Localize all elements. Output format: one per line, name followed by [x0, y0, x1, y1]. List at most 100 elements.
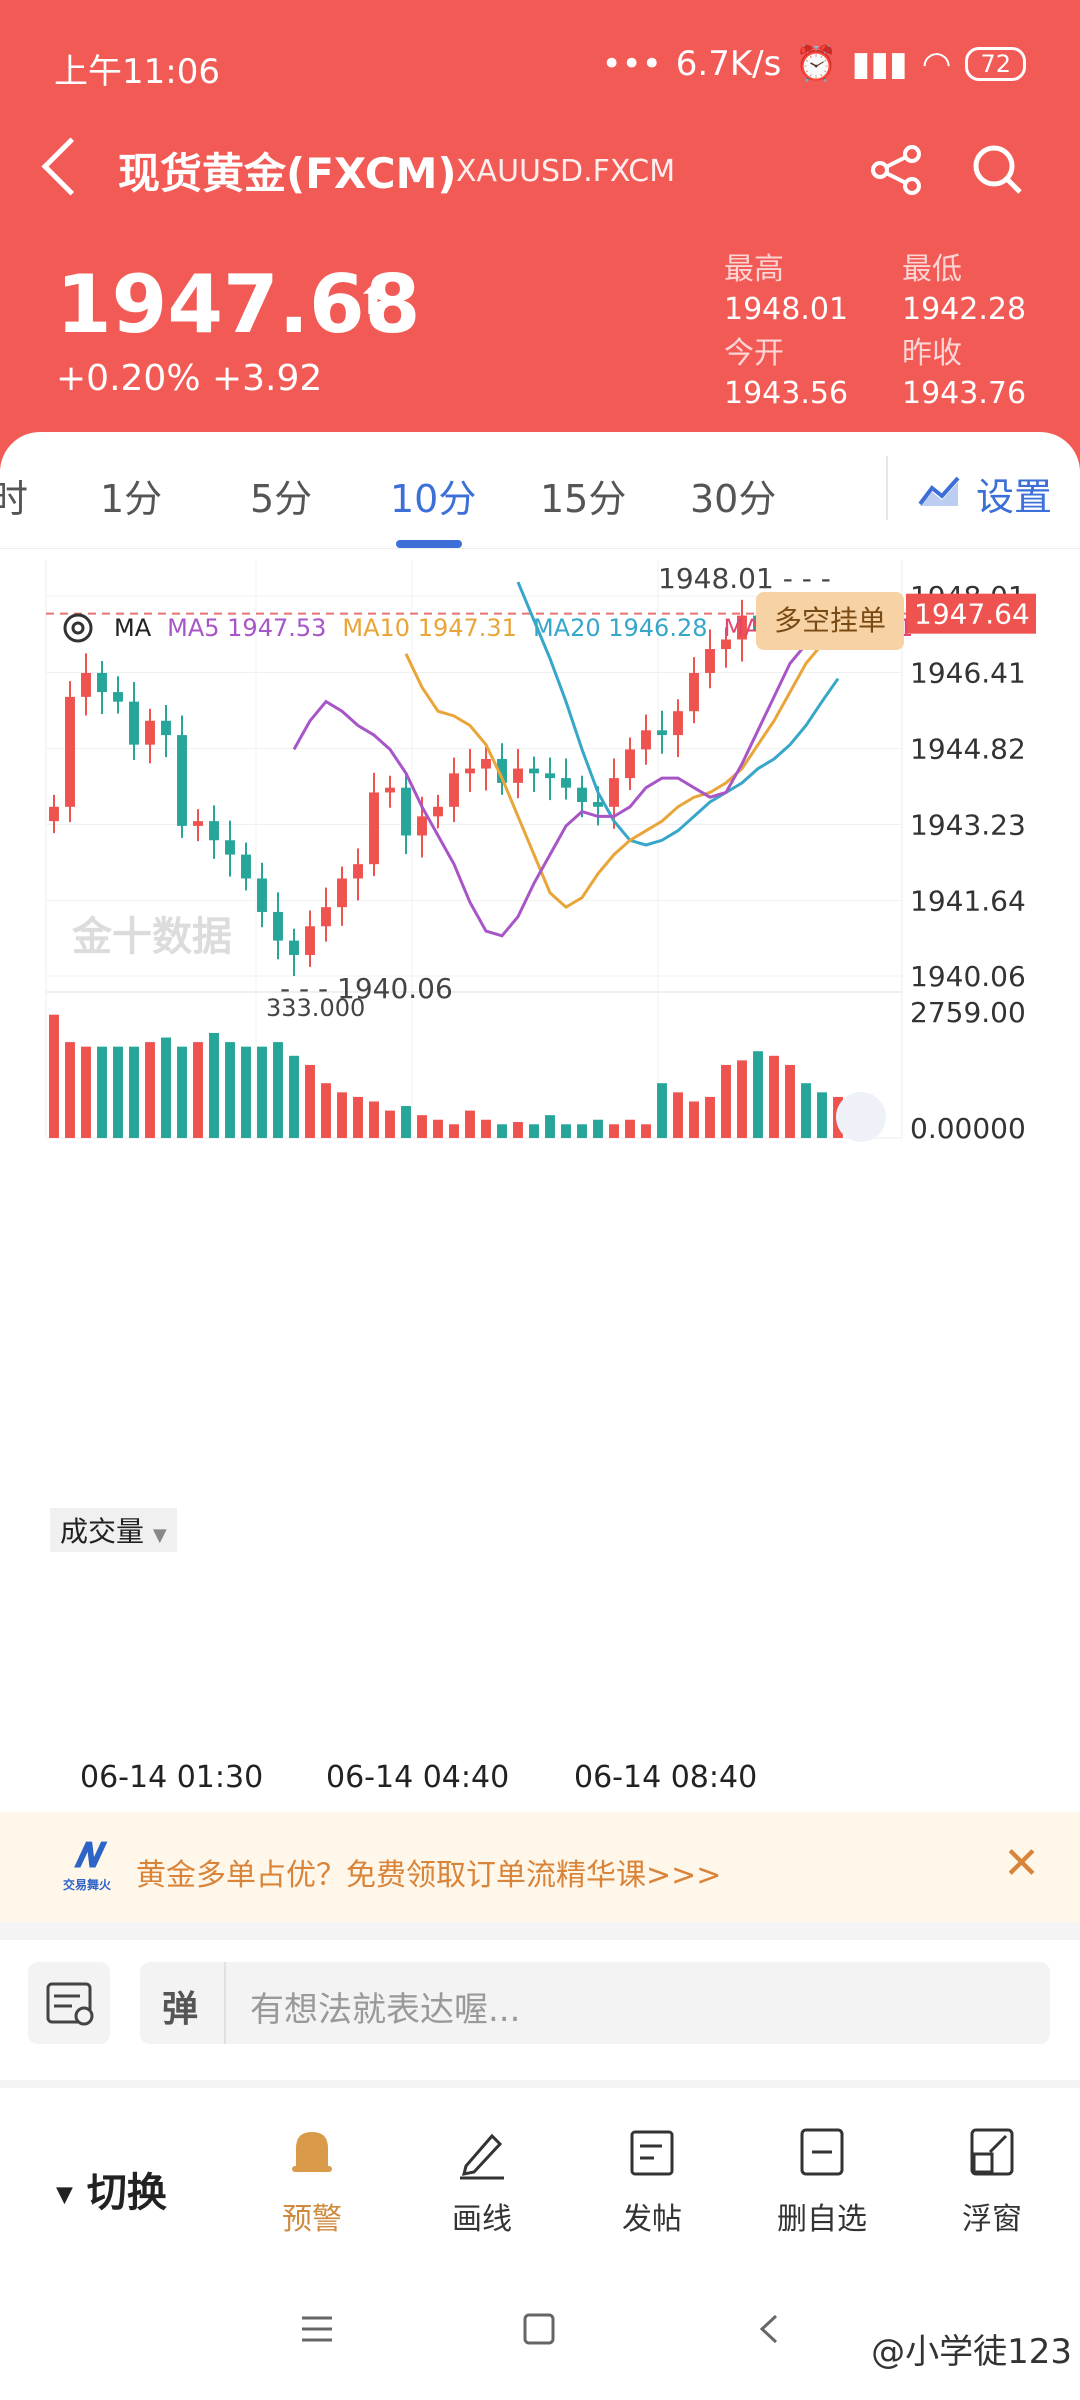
post-edit-button[interactable]: [28, 1962, 110, 2044]
volume-bar: [433, 1119, 443, 1138]
candle-body: [657, 730, 667, 736]
volume-bar: [737, 1060, 747, 1138]
tab-5min[interactable]: 5分: [250, 477, 313, 521]
candle-body: [721, 639, 731, 650]
price-tick-label: 1940.06: [910, 960, 1026, 993]
page-title: 现货黄金(FXCM): [118, 149, 457, 198]
candle-body: [561, 778, 571, 788]
candle-body: [129, 701, 139, 745]
candle-body: [321, 907, 331, 927]
switch-button[interactable]: ▼ 切换: [56, 2170, 167, 2216]
volume-max-label: 333.000: [266, 994, 365, 1022]
status-icons: ••• 6.7K/s ⏰ ▮▮▮ ◠ 72: [602, 44, 1026, 84]
compose-icon: [630, 2130, 674, 2176]
volume-bar: [625, 1119, 635, 1138]
volume-indicator-selector[interactable]: 成交量 ▼: [50, 1508, 177, 1552]
candle-body: [225, 840, 235, 855]
candle-body: [337, 878, 347, 908]
volume-bar: [49, 1014, 59, 1138]
ma20-line: [516, 581, 840, 847]
float-window-icon: [970, 2128, 1014, 2176]
promo-text[interactable]: 黄金多单占优？免费领取订单流精华课>>>: [136, 1858, 722, 1893]
volume-bar: [241, 1046, 251, 1138]
input-divider: [224, 1962, 226, 2044]
settings-button[interactable]: 设置: [976, 475, 1053, 519]
candle-body: [641, 730, 651, 750]
float-window-button[interactable]: 浮窗: [932, 2124, 1052, 2238]
close-icon[interactable]: ✕: [1003, 1838, 1040, 1889]
comment-input[interactable]: 弹 有想法就表达喔...: [140, 1962, 1050, 2044]
volume-bar: [145, 1042, 155, 1138]
volume-bar: [225, 1042, 235, 1138]
chart-setting-icon[interactable]: [918, 474, 962, 508]
danmaku-icon[interactable]: 弹: [162, 1989, 199, 2030]
candle-body: [305, 926, 315, 955]
candle-body: [385, 787, 395, 793]
gear-icon[interactable]: [58, 608, 98, 648]
back-icon[interactable]: [41, 137, 100, 196]
tab-30min[interactable]: 30分: [690, 477, 777, 521]
back-nav-icon[interactable]: [752, 2312, 786, 2346]
candle-body: [113, 692, 123, 702]
volume-bar: [209, 1032, 219, 1138]
wifi-icon: ◠: [921, 44, 952, 84]
volume-bar: [337, 1092, 347, 1138]
candle-body: [145, 720, 155, 745]
status-time: 上午11:06: [54, 52, 220, 92]
price-change: +0.20% +3.92: [56, 358, 323, 399]
symbol-code: XAUUSD.FXCM: [456, 154, 676, 189]
volume-bar: [785, 1064, 795, 1138]
candle-body: [353, 864, 363, 879]
chart-watermark: 金十数据: [71, 914, 232, 960]
candle-body: [545, 773, 555, 779]
quote-header: 上午11:06 ••• 6.7K/s ⏰ ▮▮▮ ◠ 72 现货黄金(FXCM)…: [0, 0, 1080, 470]
alert-button[interactable]: 预警: [252, 2124, 372, 2238]
fullscreen-icon[interactable]: [836, 1092, 886, 1142]
volume-tick-label: 2759.00: [910, 996, 1026, 1029]
tab-time[interactable]: 时: [0, 477, 29, 521]
volume-bar: [449, 1124, 459, 1138]
candle-body: [705, 649, 715, 673]
candle-body: [209, 821, 219, 841]
candle-body: [465, 768, 475, 774]
menu-icon[interactable]: [300, 2312, 334, 2346]
promo-banner[interactable]: 𝑵 交易舞火 黄金多单占优？免费领取订单流精华课>>> ✕: [0, 1812, 1080, 1922]
candle-body: [257, 878, 267, 912]
tab-10min[interactable]: 10分: [390, 477, 477, 521]
candle-body: [65, 696, 75, 807]
user-watermark: @小学徒123: [871, 2332, 1072, 2372]
tab-15min[interactable]: 15分: [540, 477, 627, 521]
pending-order-button[interactable]: 多空挂单: [756, 592, 904, 650]
volume-bar: [113, 1046, 123, 1138]
period-tabs: 时 1分 5分 10分 15分 30分 设置: [0, 432, 1080, 549]
candle-body: [481, 758, 491, 769]
volume-bar: [369, 1101, 379, 1138]
draw-line-button[interactable]: 画线: [422, 2124, 542, 2238]
volume-tick-label: 0.00000: [910, 1112, 1026, 1145]
volume-title: 成交量: [60, 1515, 145, 1548]
edit-note-icon: [46, 1982, 94, 2026]
volume-bar: [417, 1115, 427, 1138]
volume-bar: [593, 1119, 603, 1138]
title-bar: 现货黄金(FXCM) XAUUSD.FXCM: [0, 132, 1080, 212]
home-icon[interactable]: [522, 2312, 556, 2346]
stat-prev-close: 昨收 1943.76: [902, 336, 1027, 411]
volume-bar: [561, 1124, 571, 1138]
share-icon[interactable]: [868, 142, 924, 198]
tab-1min[interactable]: 1分: [100, 477, 163, 521]
post-button[interactable]: 发帖: [592, 2124, 712, 2238]
candle-body: [241, 854, 251, 879]
candle-body: [97, 672, 107, 693]
remove-watchlist-button[interactable]: 删自选: [762, 2124, 882, 2238]
candle-body: [497, 758, 507, 783]
volume-bar: [385, 1110, 395, 1138]
candle-body: [529, 768, 539, 774]
kline-chart[interactable]: 1948.011946.411944.821943.231941.641940.…: [0, 560, 1080, 1760]
stat-open: 今开 1943.56: [724, 336, 849, 411]
search-icon[interactable]: [970, 142, 1026, 198]
candle-body: [401, 787, 411, 836]
stat-low: 最低 1942.28: [902, 252, 1027, 327]
current-price-tag: [906, 593, 1036, 634]
volume-bar: [689, 1101, 699, 1138]
volume-bar: [305, 1064, 315, 1138]
